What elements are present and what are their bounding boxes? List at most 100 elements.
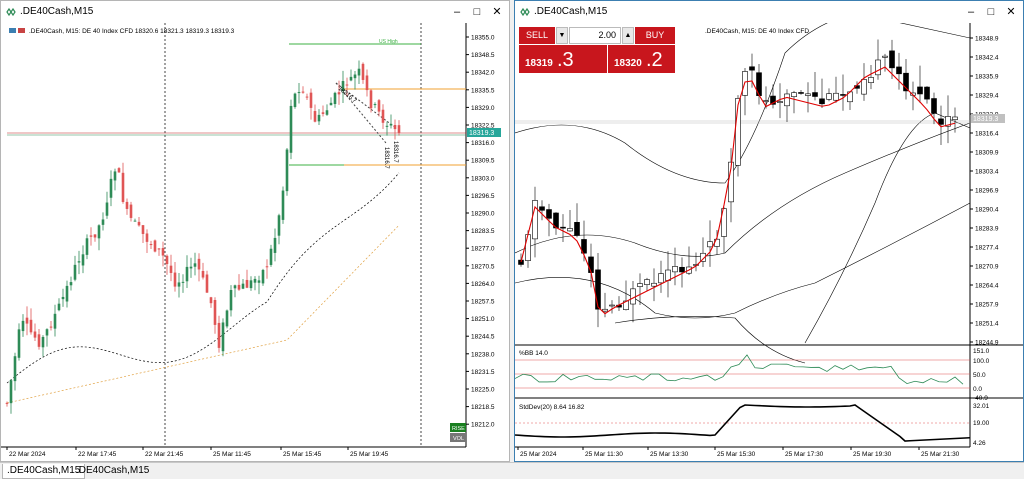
bb-level-1: 151.0 [973, 348, 990, 355]
candle-body [377, 100, 381, 112]
price-chart[interactable]: 18348.918342.418335.918329.418322.918316… [515, 23, 1023, 461]
window-title: .DE40Cash,M15 [534, 6, 608, 17]
y-axis-label: 18290.0 [471, 211, 495, 218]
candle-body [173, 272, 177, 287]
fib-fan-line [335, 82, 397, 129]
candle-body [249, 280, 253, 289]
candle-body [861, 79, 867, 95]
sell-price-integer: 18319 [525, 58, 553, 69]
chart-window-right[interactable]: .DE40Cash,M15 – □ ✕ 18348.9 18342.4 18335.… [514, 0, 1024, 462]
y-axis-label: 18296.5 [471, 193, 495, 200]
chart-window-left[interactable]: .DE40Cash,M15 – □ ✕ 18355.0 18348.5 18342.… [0, 0, 510, 462]
chart-grid-icon [9, 28, 16, 33]
candle-body [197, 258, 201, 270]
x-axis-label: 25 Mar 19:30 [853, 451, 892, 458]
candle-body [125, 201, 129, 209]
candle-body [317, 114, 321, 122]
y-axis-label: 18329.4 [975, 93, 999, 100]
y-axis-label: 18218.5 [471, 404, 495, 411]
candle-body [609, 304, 615, 307]
sd-level-1: 32.01 [973, 403, 990, 410]
candle-body [149, 244, 153, 246]
chart-window-icon [6, 7, 16, 17]
candle-body [21, 320, 25, 332]
current-price: 18319.3 [469, 130, 494, 137]
buy-button[interactable]: BUY [635, 27, 675, 44]
candle-body [225, 310, 229, 327]
price-chart[interactable]: 18355.0 18348.5 18342.0 18335.5 18329.0 18322… [1, 23, 509, 461]
candle-body [305, 96, 309, 98]
bb-level-4: 0.0 [973, 386, 982, 393]
window-titlebar[interactable]: .DE40Cash,M15 – □ ✕ [1, 1, 509, 24]
candle-body [81, 254, 85, 266]
tab-chart-2[interactable]: .DE40Cash,M15 [76, 465, 150, 476]
volume-input[interactable]: 2.00 [569, 27, 621, 44]
close-icon[interactable]: ✕ [492, 6, 502, 18]
x-axis-label: 25 Mar 19:45 [350, 451, 389, 458]
candle-body [201, 271, 205, 278]
candle-body [133, 220, 137, 222]
candle-body [602, 308, 608, 312]
candle-body [393, 125, 397, 130]
candle-body [700, 252, 706, 262]
y-axis-label: 18270.9 [975, 264, 999, 271]
candle-body [29, 319, 33, 333]
sell-button[interactable]: SELL [519, 27, 555, 44]
candle-body [257, 280, 261, 283]
candle-body [721, 208, 727, 237]
candle-body [385, 125, 389, 127]
y-axis-label: 18244.9 [975, 340, 999, 347]
candle-body [73, 264, 77, 280]
candle-body [819, 98, 825, 105]
candle-body [595, 269, 601, 310]
y-axis-label: 18264.4 [975, 283, 999, 290]
fib-label-2: 18316.7 [392, 141, 398, 163]
y-axis-label: 18309.9 [975, 150, 999, 157]
sell-price[interactable]: 18319 .3 [519, 45, 607, 73]
candle-body [798, 92, 804, 94]
candle-body [826, 93, 832, 100]
current-price-badge [971, 114, 1005, 123]
y-axis-label: 18244.5 [471, 334, 495, 341]
candle-body [539, 206, 545, 211]
maximize-icon[interactable]: □ [987, 6, 995, 18]
window-titlebar[interactable]: .DE40Cash,M15 – □ ✕ [515, 1, 1023, 24]
y-axis-label: 18329.0 [471, 105, 495, 112]
candle-body [365, 75, 369, 91]
envelope-line-2 [515, 122, 971, 257]
candle-body [341, 81, 345, 92]
candle-body [567, 228, 573, 232]
chart-canvas[interactable]: 18355.0 18348.5 18342.0 18335.5 18329.0 18322… [1, 23, 509, 461]
chart-info: .DE40Cash, M15: DE 40 Index CFD [705, 28, 809, 35]
candle-body [749, 66, 755, 71]
candle-body [153, 240, 157, 252]
candle-body [57, 303, 61, 311]
candle-body [770, 95, 776, 105]
candle-body [61, 296, 65, 300]
y-axis-label: 18283.5 [471, 228, 495, 235]
buy-price[interactable]: 18320 .2 [608, 45, 675, 73]
minimize-icon[interactable]: – [967, 6, 975, 18]
candle-body [917, 86, 923, 95]
maximize-icon[interactable]: □ [473, 6, 481, 18]
candle-body [665, 269, 671, 281]
x-axis-label: 25 Mar 21:30 [921, 451, 960, 458]
bollinger-middle [515, 202, 971, 319]
one-click-trading-panel[interactable]: SELL ▼ 2.00 ▲ BUY 18319 .3 18320 .2 [519, 27, 703, 73]
chart-canvas[interactable]: 18348.918342.418335.918329.418322.918316… [515, 23, 1023, 461]
candle-body [763, 100, 769, 102]
candle-body [651, 282, 657, 287]
current-price: 18319.3 [973, 116, 998, 123]
y-axis-label: 18348.9 [975, 36, 999, 43]
candle-body [581, 239, 587, 254]
candle-body [397, 125, 401, 133]
candle-body [165, 255, 169, 265]
volume-down-button[interactable]: ▼ [556, 27, 568, 44]
candle-body [65, 285, 69, 302]
volume-up-button[interactable]: ▲ [622, 27, 634, 44]
candle-body [882, 55, 888, 58]
y-axis-label: 18335.9 [975, 74, 999, 81]
sd-level-2: 19.00 [973, 420, 990, 427]
minimize-icon[interactable]: – [453, 6, 461, 18]
close-icon[interactable]: ✕ [1006, 6, 1016, 18]
